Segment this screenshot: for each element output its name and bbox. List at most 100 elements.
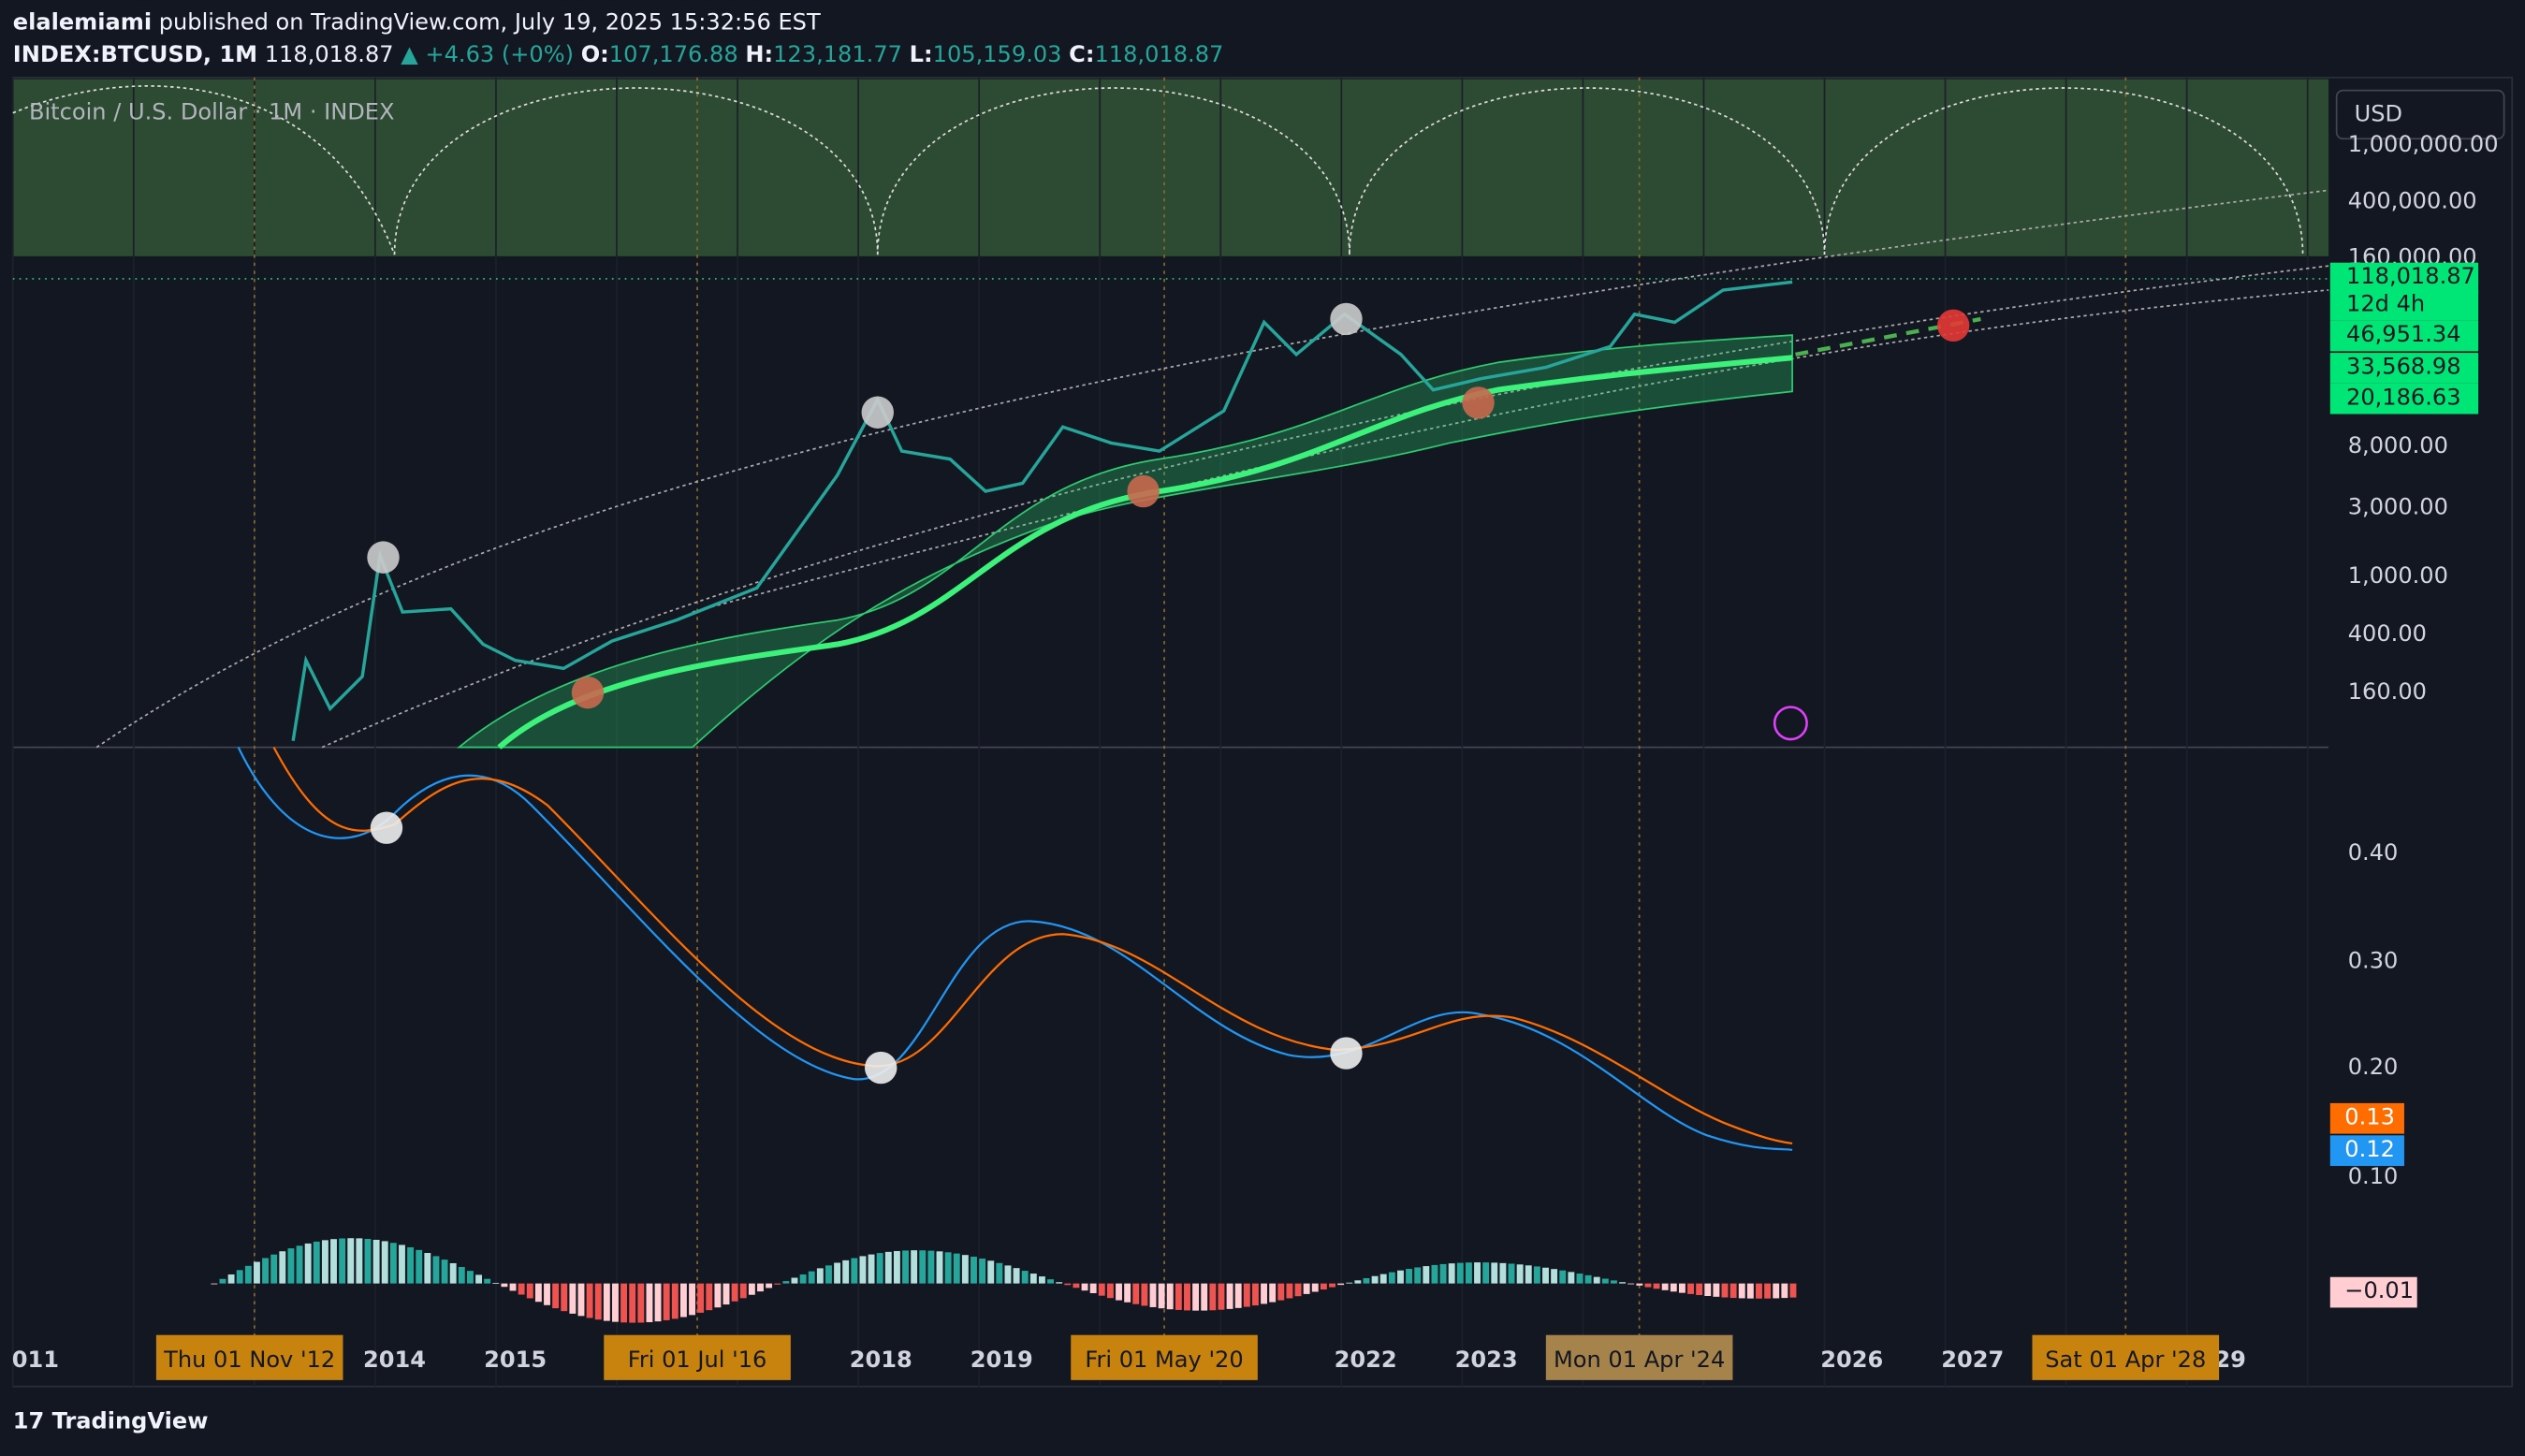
hist-bar (1132, 1283, 1140, 1304)
hist-bar (1354, 1280, 1362, 1284)
hist-bar (1601, 1278, 1609, 1284)
cross-marker (1330, 1037, 1363, 1070)
cross-marker (370, 811, 403, 844)
hist-bar (1021, 1271, 1029, 1284)
hist-bar (279, 1251, 286, 1284)
hist-bar (1508, 1263, 1515, 1284)
hist-bar (1029, 1274, 1037, 1284)
hist-bar (501, 1283, 508, 1288)
hist-bar (1593, 1276, 1600, 1284)
hist-bar (1311, 1283, 1319, 1292)
marker (861, 396, 894, 429)
osc-badge-text: 0.12 (2344, 1136, 2395, 1162)
currency-label[interactable]: USD (2355, 100, 2402, 126)
hist-bar (927, 1250, 935, 1284)
hist-bar (219, 1278, 226, 1284)
hist-bar (1764, 1283, 1772, 1299)
time-tick-label: 29 (2214, 1347, 2246, 1373)
time-tick-label: 011 (12, 1347, 59, 1373)
hist-bar (1243, 1283, 1250, 1307)
cycle-arc (393, 87, 879, 255)
hist-bar (1166, 1283, 1174, 1310)
hist-bar (1611, 1280, 1617, 1284)
hist-bar (1286, 1283, 1293, 1299)
chart-drawing (11, 77, 2329, 1387)
hist-bar (706, 1283, 713, 1311)
hist-bar (1619, 1282, 1627, 1284)
hist-bar (1525, 1265, 1532, 1284)
hist-bar (834, 1262, 841, 1284)
hist-bar (1465, 1262, 1472, 1284)
time-tick-label: 2026 (1820, 1347, 1883, 1373)
cycle-arc (1823, 87, 2304, 255)
hist-bar (1687, 1283, 1694, 1294)
hist-bar (936, 1251, 943, 1284)
hist-bar (1789, 1283, 1797, 1298)
hist-bar (416, 1249, 423, 1284)
hist-bar (1678, 1283, 1686, 1293)
hist-bar (1636, 1283, 1643, 1286)
price-badge (2329, 320, 2479, 352)
hist-bar (714, 1283, 722, 1308)
hist-bar (1089, 1283, 1097, 1293)
hist-bar (731, 1283, 738, 1302)
hist-bar (254, 1261, 260, 1284)
hist-bar (1661, 1283, 1669, 1290)
hist-bar (919, 1250, 927, 1284)
hist-bar (902, 1250, 909, 1284)
hist-bar (1730, 1283, 1737, 1299)
hist-bar (1226, 1283, 1233, 1309)
hist-bar (432, 1256, 440, 1284)
hist-bar (851, 1258, 858, 1284)
chart-title: Bitcoin / U.S. Dollar · 1M · INDEX (29, 99, 395, 125)
hist-bar (544, 1283, 550, 1305)
hist-bar (961, 1255, 969, 1284)
channel (321, 265, 2329, 749)
hist-bar (577, 1283, 585, 1317)
hist-bar (1482, 1262, 1490, 1284)
hist-bar (1038, 1276, 1045, 1284)
price-tick-label: 1,000,000.00 (2348, 131, 2499, 157)
hist-bar (569, 1283, 577, 1314)
hist-bar (1141, 1283, 1148, 1306)
price-badge-text: 20,186.63 (2346, 384, 2461, 410)
price-path (291, 280, 1793, 742)
hist-bar (424, 1253, 431, 1284)
hist-bar (304, 1243, 312, 1284)
time-badge (155, 1334, 343, 1380)
hist-bar (534, 1283, 542, 1303)
hist-bar (1056, 1282, 1063, 1284)
hist-bar (1781, 1283, 1788, 1299)
channel (95, 189, 2329, 749)
time-badge (2032, 1334, 2220, 1380)
hist-bar (211, 1283, 218, 1285)
hist-bar (689, 1283, 695, 1316)
hist-bar (339, 1238, 346, 1284)
time-tick-label: 2019 (971, 1347, 1033, 1373)
price-tick-label: 8,000.00 (2348, 432, 2448, 459)
hist-bar (884, 1251, 892, 1284)
osc-badge-text: −0.01 (2344, 1277, 2414, 1303)
hist-bar (859, 1256, 867, 1284)
hist-bar (1277, 1283, 1285, 1301)
hist-bar (1047, 1279, 1055, 1284)
hist-bar (766, 1283, 773, 1289)
hist-bar (449, 1262, 457, 1284)
time-badge-text: Fri 01 May '20 (1085, 1347, 1243, 1373)
osc-tick-label: 0.40 (2348, 839, 2399, 866)
hist-bar (774, 1283, 781, 1285)
hist-bar (1201, 1283, 1208, 1311)
hist-bar (1696, 1283, 1703, 1296)
currency-button[interactable] (2335, 89, 2505, 140)
marker (1936, 309, 1970, 342)
hist-bar (971, 1256, 977, 1284)
hist-bar (389, 1243, 397, 1284)
price-badge-text: 33,568.98 (2346, 354, 2461, 380)
hist-bar (399, 1245, 405, 1284)
hist-bar (911, 1250, 918, 1284)
hist-bar (876, 1253, 883, 1284)
hist-bar (697, 1283, 705, 1313)
hist-bar (671, 1283, 679, 1319)
hist-bar (1627, 1283, 1635, 1285)
hist-bar (1294, 1283, 1302, 1297)
